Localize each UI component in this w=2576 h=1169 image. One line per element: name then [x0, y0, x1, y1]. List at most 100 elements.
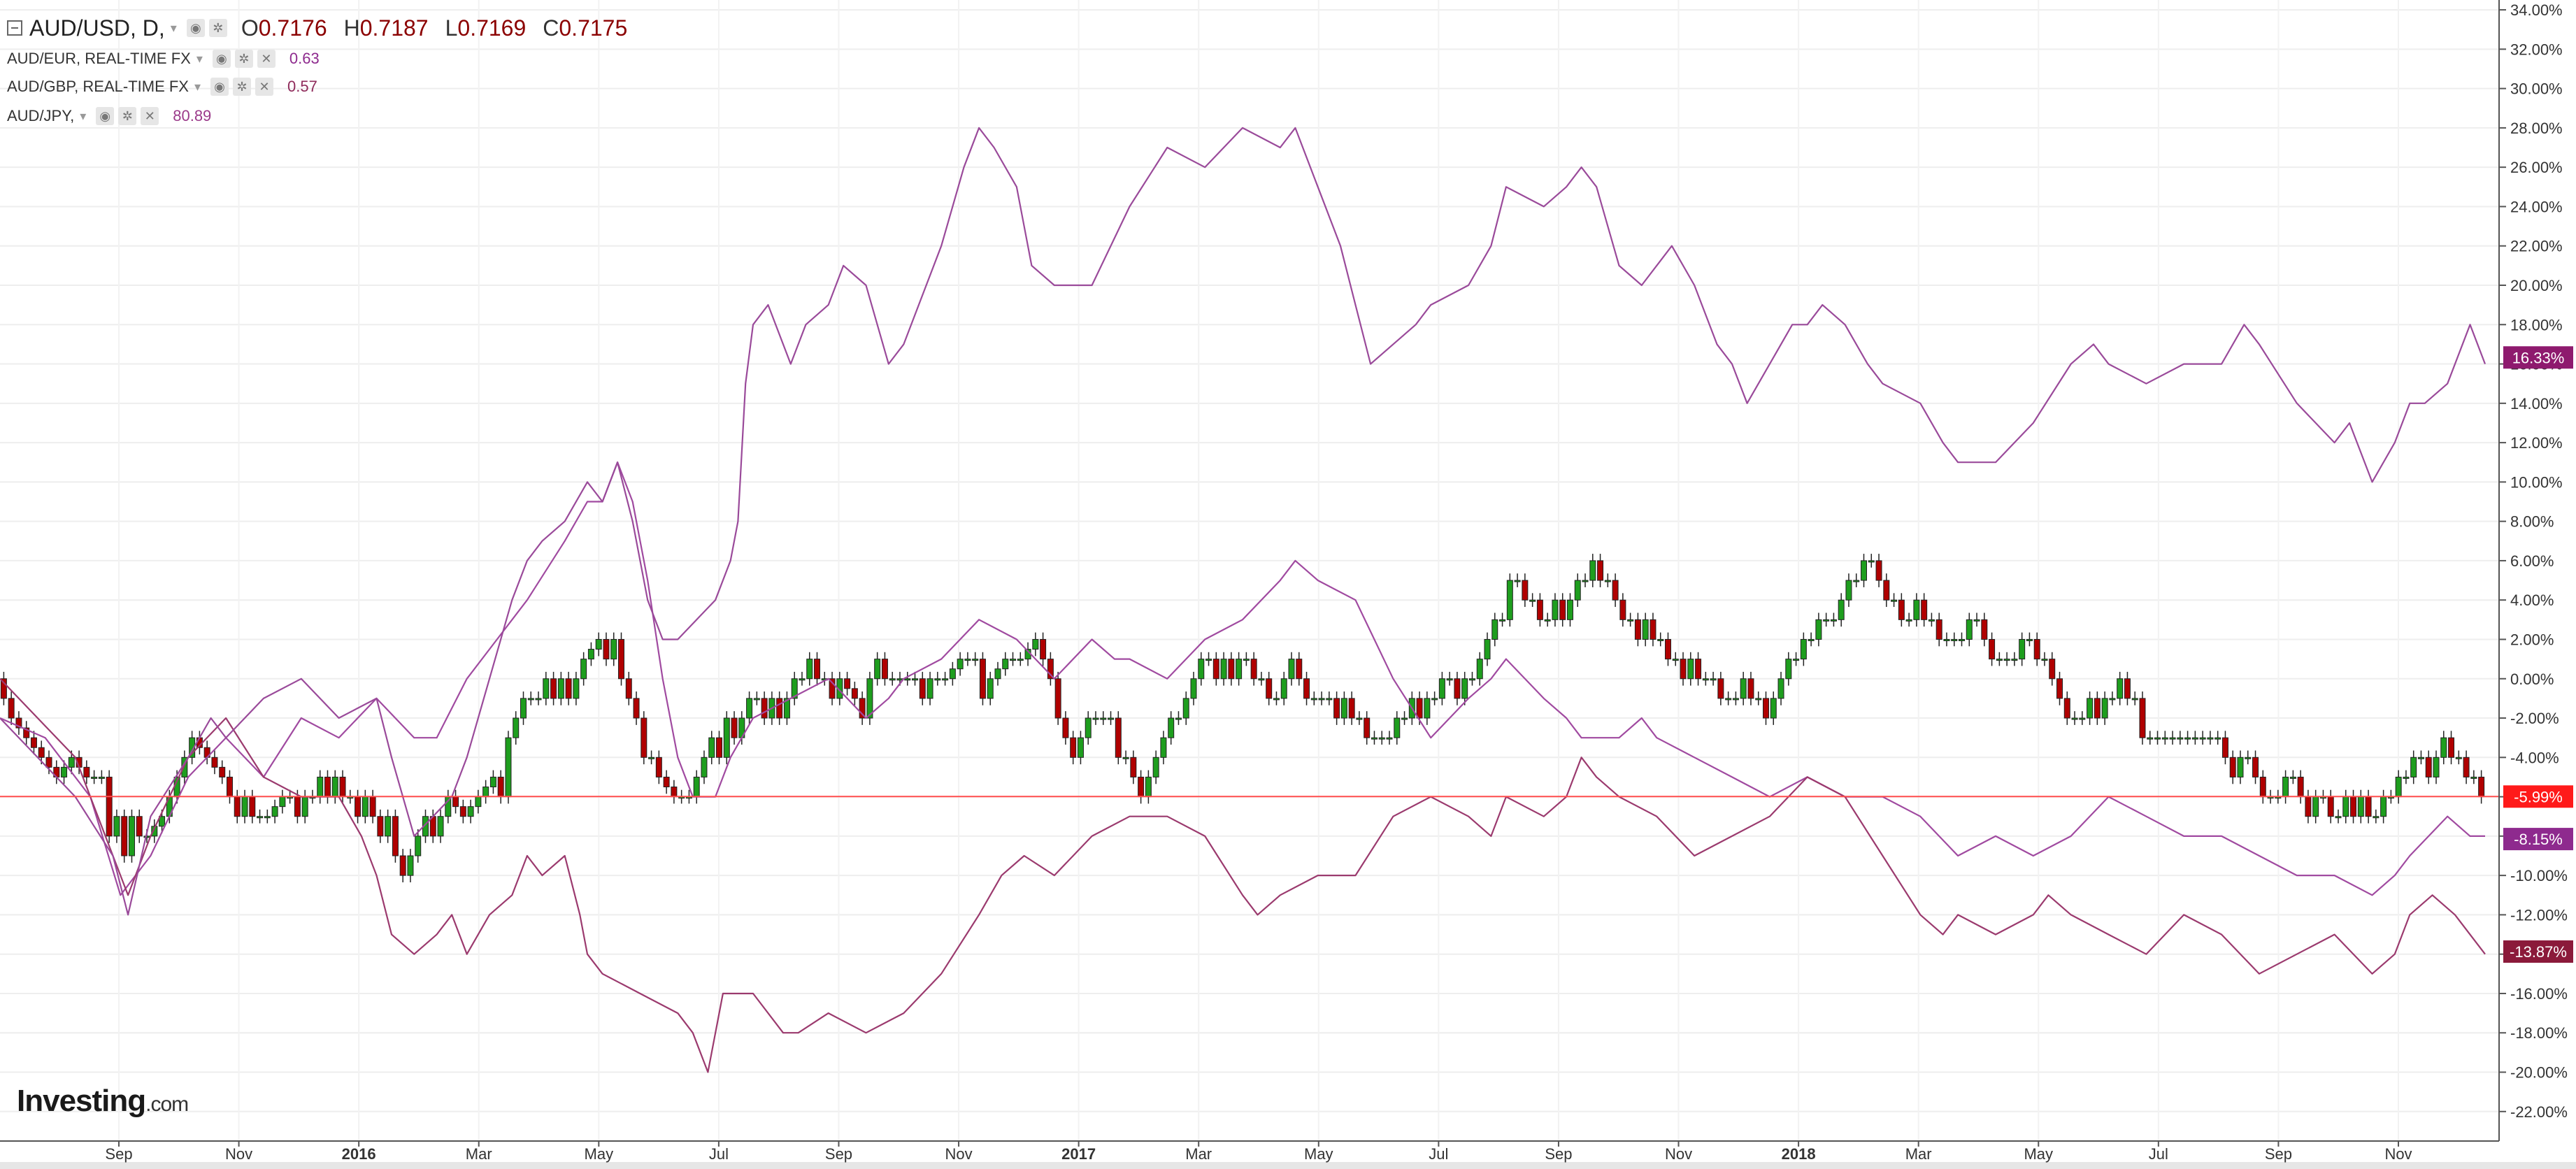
candle-body — [573, 678, 580, 699]
eye-icon[interactable]: ◉ — [210, 78, 229, 96]
eye-icon[interactable]: ◉ — [96, 107, 115, 125]
candle-body — [1040, 638, 1047, 660]
candle-body — [1672, 659, 1679, 661]
candle-body — [1182, 698, 1189, 719]
candle-body — [595, 638, 602, 650]
gear-icon[interactable]: ✲ — [118, 107, 137, 125]
candle-body — [1258, 678, 1265, 681]
gear-icon[interactable]: ✲ — [234, 50, 253, 68]
candle-body — [452, 796, 459, 808]
eye-icon[interactable]: ◉ — [212, 50, 231, 68]
compare-label[interactable]: AUD/GBP, REAL-TIME FX — [7, 78, 189, 95]
candle-body — [2026, 638, 2033, 641]
candle-body — [1212, 659, 1219, 680]
close-icon[interactable]: ✕ — [255, 78, 274, 96]
candle-body — [234, 796, 241, 817]
candle-body — [1514, 580, 1521, 582]
candle-body — [1891, 599, 1898, 602]
candle-body — [587, 649, 594, 660]
candle-body — [2063, 698, 2070, 719]
candle-body — [189, 737, 196, 758]
candle-body — [859, 698, 866, 719]
candle-body — [926, 678, 933, 699]
candle-body — [159, 816, 166, 827]
low-label: L — [445, 15, 458, 41]
candle-body — [1642, 619, 1649, 640]
x-tick-label: Jul — [2149, 1145, 2168, 1163]
y-tick-label: 18.00% — [2510, 316, 2563, 334]
candle-body — [1529, 599, 1536, 602]
candle-body — [317, 776, 324, 798]
candle-body — [761, 698, 768, 719]
candle-body — [2169, 737, 2176, 740]
y-tick-label: -4.00% — [2510, 749, 2559, 766]
x-tick-label: Mar — [466, 1145, 492, 1163]
high-label: H — [343, 15, 360, 41]
eye-icon[interactable]: ◉ — [186, 19, 205, 37]
y-tick-label: 10.00% — [2510, 473, 2563, 491]
x-tick-label: 2018 — [1782, 1145, 1816, 1163]
y-tick-label: 34.00% — [2510, 1, 2563, 19]
logo-suffix: .com — [145, 1093, 189, 1116]
candle-body — [844, 678, 851, 689]
candle-body — [1650, 619, 1656, 640]
gear-icon[interactable]: ✲ — [233, 78, 252, 96]
candle-body — [1108, 717, 1115, 720]
candle-body — [264, 816, 271, 819]
chevron-down-icon[interactable]: ▾ — [170, 20, 177, 35]
y-tick-label: 8.00% — [2510, 513, 2554, 531]
collapse-legend-icon[interactable] — [7, 20, 22, 36]
candle-body — [1220, 659, 1227, 680]
candle-body — [1921, 599, 1928, 620]
candle-body — [934, 678, 941, 681]
candle-body — [241, 796, 248, 817]
candle-body — [1438, 678, 1445, 699]
candle-body — [2373, 816, 2380, 819]
candle-body — [467, 806, 474, 817]
logo-brand: Investing — [17, 1084, 146, 1118]
x-tick-label: Sep — [1545, 1145, 1572, 1163]
compare-series-line — [0, 461, 2485, 896]
candle-body — [505, 737, 512, 798]
candle-body — [362, 796, 368, 817]
candle-body — [1401, 717, 1408, 720]
candle-body — [301, 796, 308, 817]
price-axis[interactable]: 34.00% 32.00% 30.00% 28.00% 26.00% 24.00% 22.0… — [2498, 0, 2568, 1141]
candle-body — [151, 826, 158, 837]
candle-body — [0, 678, 7, 699]
candle-body — [2342, 796, 2349, 817]
compare-value: 0.63 — [289, 50, 320, 67]
candle-body — [2433, 756, 2440, 777]
x-tick-label: Nov — [225, 1145, 252, 1163]
close-icon[interactable]: ✕ — [257, 50, 276, 68]
compare-label[interactable]: AUD/EUR, REAL-TIME FX — [7, 50, 191, 67]
candle-body — [2019, 638, 2026, 660]
candle-body — [1943, 638, 1950, 641]
y-tick-label: 20.00% — [2510, 277, 2563, 294]
candle-body — [121, 816, 128, 856]
candle-body — [1793, 659, 1800, 661]
chevron-down-icon[interactable]: ▾ — [194, 79, 201, 94]
investing-logo: Investing.com — [17, 1084, 189, 1119]
compare-label[interactable]: AUD/JPY, — [7, 107, 75, 124]
candle-body — [2109, 698, 2116, 701]
candle-body — [1326, 698, 1333, 701]
candle-body — [68, 756, 75, 768]
close-icon[interactable]: ✕ — [141, 107, 159, 125]
candle-body — [407, 855, 414, 876]
candle-body — [1522, 580, 1529, 601]
candle-body — [746, 698, 753, 719]
gear-icon[interactable]: ✲ — [208, 19, 227, 37]
candle-body — [829, 678, 836, 699]
candle-body — [1762, 698, 1769, 719]
main-symbol[interactable]: AUD/USD, D, — [29, 15, 165, 41]
chevron-down-icon[interactable]: ▾ — [80, 108, 87, 123]
candle-body — [641, 717, 647, 758]
candle-body — [1243, 659, 1250, 661]
time-axis[interactable]: Sep Nov 2016 Mar May Jul Sep Nov 2017 Mar May Jul Se… — [0, 1140, 2576, 1169]
candle-body — [1348, 698, 1355, 719]
candle-body — [83, 766, 90, 777]
last-value-tags: 16.33% -5.99% -8.15% -13.87% — [2503, 346, 2573, 963]
chevron-down-icon[interactable]: ▾ — [196, 51, 203, 66]
